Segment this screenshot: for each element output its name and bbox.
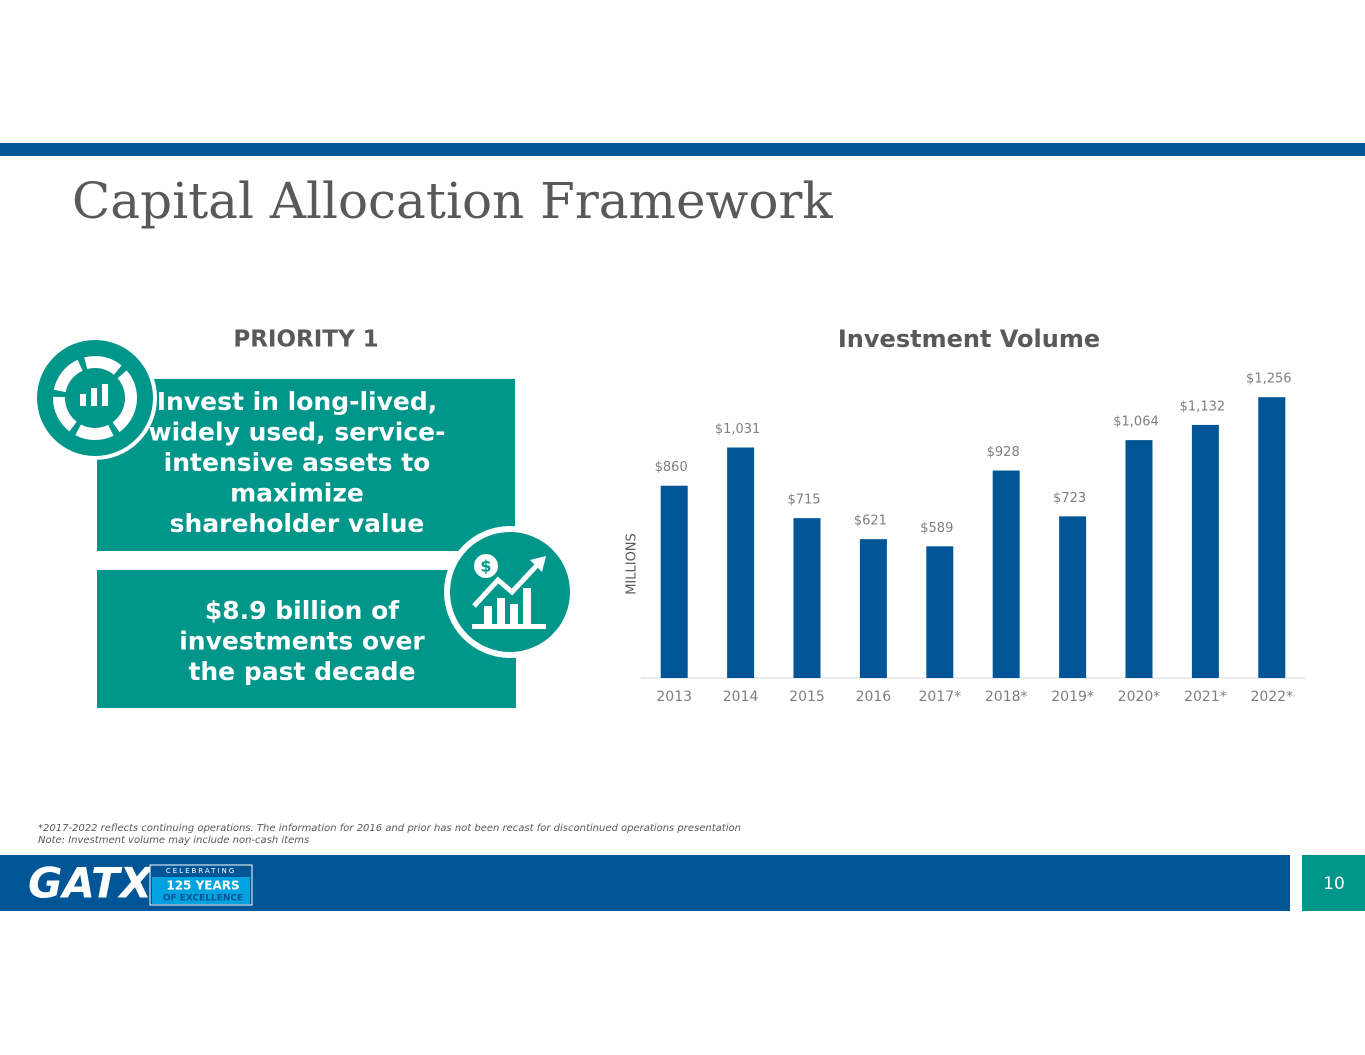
value-label: $1,132: [1180, 399, 1226, 414]
badge-text: CELEBRATING: [166, 867, 236, 875]
growth-chart-icon: [472, 556, 546, 629]
box-line: maximize: [230, 479, 364, 508]
box-line: the past decade: [188, 657, 415, 686]
x-tick-label: 2015: [789, 689, 825, 705]
bar: [926, 546, 954, 678]
value-label: $1,256: [1246, 372, 1292, 387]
bar: [859, 539, 887, 678]
box-line: widely used, service-: [149, 418, 446, 447]
box-line: intensive assets to: [164, 448, 431, 477]
value-label: $723: [1053, 491, 1086, 506]
x-tick-label: 2018*: [985, 689, 1028, 705]
dollar-symbol: $: [480, 557, 491, 576]
bar: [1191, 424, 1219, 678]
box-line: $8.9 billion of: [205, 596, 400, 625]
value-label: $928: [987, 445, 1020, 460]
x-tick-label: 2022*: [1250, 689, 1293, 705]
priority: PRIORITY 1: [233, 327, 378, 353]
top-band: [0, 143, 1365, 156]
slide-title: Capital Allocation Framework: [72, 172, 833, 230]
value-label: $589: [920, 521, 953, 536]
value-label: $715: [787, 493, 820, 508]
bar: [793, 518, 821, 678]
plot: 2013 $860 2014 $1,031 2015 $715 2016 $621 2017* $…: [655, 372, 1293, 705]
x-tick-label: 2021*: [1184, 689, 1227, 705]
badge-fill: [152, 877, 250, 904]
value-label: $860: [655, 460, 688, 475]
page-number-box: [1302, 855, 1365, 911]
x-tick-label: 2013: [656, 689, 692, 705]
x-tick-label: 2016: [856, 689, 892, 705]
footnote: *2017-2022 reflects continuing operation…: [38, 823, 741, 834]
priority-text: Invest in long-lived,widely used, servic…: [149, 387, 446, 538]
bar: [1059, 516, 1087, 678]
x-tick-label: 2019*: [1051, 689, 1094, 705]
box-line: shareholder value: [170, 509, 425, 538]
bar: [1125, 440, 1153, 678]
priority-box: [97, 379, 515, 551]
x-tick-label: 2017*: [918, 689, 961, 705]
y-axis-label: MILLIONS: [625, 533, 640, 595]
bar: [727, 447, 755, 678]
box-line: investments over: [179, 627, 425, 656]
box-line: Invest in long-lived,: [157, 387, 438, 416]
bar: [992, 470, 1020, 678]
bar: [660, 485, 688, 678]
x-tick-label: 2014: [723, 689, 759, 705]
value-label: $1,064: [1113, 415, 1159, 430]
footnote: Note: Investment volume may include non-…: [38, 835, 309, 846]
value-label: $621: [854, 514, 887, 529]
x-tick-label: 2020*: [1118, 689, 1161, 705]
page-number: 10: [1323, 874, 1345, 894]
badge-text: OF EXCELLENCE: [163, 894, 243, 904]
chart-title: Investment Volume: [838, 325, 1100, 353]
value-label: $1,031: [715, 422, 761, 437]
badge-text: 125 YEARS: [166, 879, 239, 893]
logo: GATX: [28, 859, 155, 908]
pie-segments: [53, 356, 137, 440]
bars-icon: [80, 384, 108, 406]
bar: [1258, 397, 1286, 678]
dollar-badge: [474, 554, 498, 578]
